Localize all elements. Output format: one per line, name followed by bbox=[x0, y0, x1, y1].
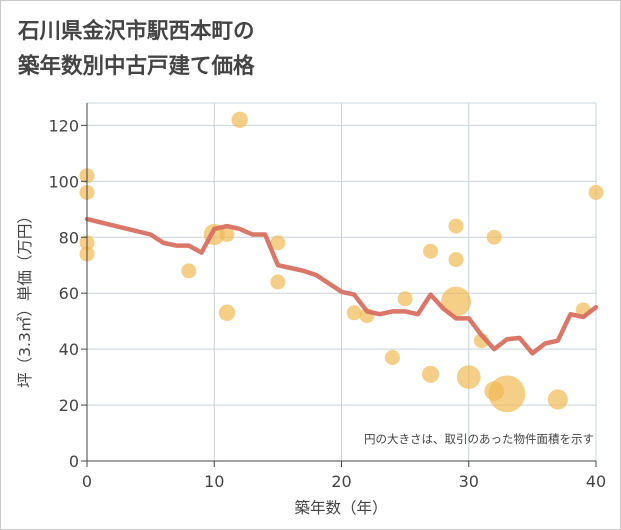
bubble-point bbox=[384, 350, 400, 366]
bubble-point bbox=[423, 243, 439, 259]
bubble-point bbox=[448, 252, 464, 268]
y-tick-label: 60 bbox=[59, 284, 79, 303]
gridlines bbox=[87, 102, 597, 461]
bubble-point bbox=[219, 226, 235, 242]
bubble-point bbox=[547, 389, 568, 410]
average-price-line bbox=[84, 216, 599, 356]
x-tick-label: 10 bbox=[204, 472, 224, 491]
bubble-point bbox=[441, 286, 472, 317]
bubble-point bbox=[346, 305, 362, 321]
bubble-point bbox=[486, 229, 502, 245]
y-axis-label: 坪（3.3㎡）単価（万円） bbox=[16, 208, 34, 388]
y-tick-label: 40 bbox=[59, 340, 79, 359]
y-tick-label: 0 bbox=[69, 452, 79, 471]
y-tick-label: 80 bbox=[59, 228, 79, 247]
bubble-point bbox=[181, 263, 197, 279]
tick-labels: 0 20 40 60 80 100 120 0 10 20 30 40 bbox=[48, 116, 606, 491]
bubble-point bbox=[218, 304, 236, 321]
y-tick-label: 120 bbox=[48, 116, 79, 135]
bubble-point bbox=[456, 365, 481, 389]
bubble-point bbox=[488, 375, 526, 413]
x-tick-label: 40 bbox=[586, 472, 606, 491]
x-tick-label: 30 bbox=[459, 472, 479, 491]
x-tick-label: 0 bbox=[82, 472, 92, 491]
bubble-point bbox=[231, 111, 248, 128]
average-line-layer bbox=[84, 216, 599, 356]
bubble-point bbox=[397, 291, 413, 307]
bubble-point bbox=[422, 365, 440, 383]
chart-title-line-2: 築年数別中古戸建て価格 bbox=[18, 54, 255, 79]
chart-title-line-1: 石川県金沢市駅西本町の bbox=[18, 19, 255, 44]
x-tick-label: 20 bbox=[331, 472, 351, 491]
y-tick-label: 20 bbox=[59, 396, 79, 415]
bubble-point bbox=[270, 274, 286, 290]
x-axis-label: 築年数（年） bbox=[294, 499, 387, 517]
bubble-point bbox=[588, 185, 604, 200]
y-tick-label: 100 bbox=[48, 172, 79, 191]
bubble-point bbox=[270, 235, 286, 251]
axes bbox=[81, 103, 597, 467]
bubble-size-note: 円の大きさは、取引のあった物件面積を示す bbox=[364, 432, 594, 446]
bubble-point bbox=[448, 218, 464, 234]
chart-title: 石川県金沢市駅西本町の 築年数別中古戸建て価格 bbox=[18, 14, 255, 84]
